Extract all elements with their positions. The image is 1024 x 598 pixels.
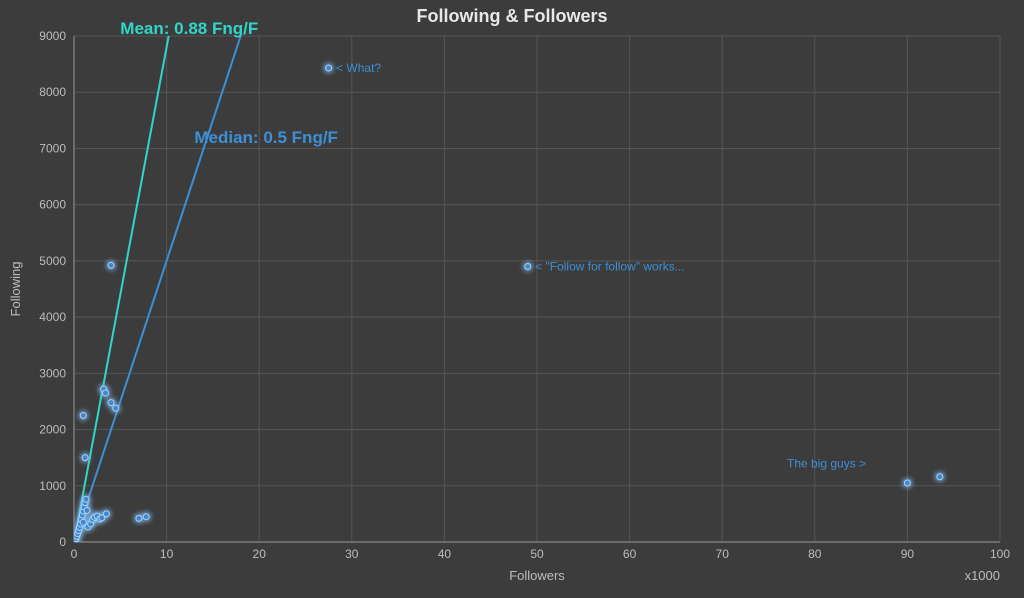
x-tick-label: 10	[160, 547, 174, 561]
y-tick-label: 3000	[39, 366, 66, 380]
data-point	[904, 480, 910, 486]
y-tick-label: 9000	[39, 29, 66, 43]
x-tick-label: 90	[901, 547, 915, 561]
annot-follow: < "Follow for follow" works...	[535, 260, 685, 274]
data-point	[525, 264, 531, 270]
y-tick-label: 0	[59, 535, 66, 549]
scatter-chart: 0102030405060708090100010002000300040005…	[0, 0, 1024, 598]
x-scale-note: x1000	[965, 568, 1000, 583]
data-point	[84, 508, 90, 514]
data-point	[80, 413, 86, 419]
data-point	[143, 514, 149, 520]
y-tick-label: 1000	[39, 479, 66, 493]
data-point	[82, 455, 88, 461]
x-tick-label: 100	[990, 547, 1010, 561]
y-axis-label: Following	[8, 262, 23, 317]
data-point	[937, 474, 943, 480]
data-point	[102, 390, 108, 396]
x-axis-label: Followers	[509, 568, 565, 583]
y-tick-label: 7000	[39, 141, 66, 155]
data-point	[103, 511, 109, 517]
data-point	[83, 496, 89, 502]
y-tick-label: 5000	[39, 254, 66, 268]
y-tick-label: 4000	[39, 310, 66, 324]
annot-bigguys: The big guys >	[787, 456, 866, 470]
x-tick-label: 60	[623, 547, 637, 561]
data-point	[108, 262, 114, 268]
y-tick-label: 2000	[39, 423, 66, 437]
x-tick-label: 40	[438, 547, 452, 561]
data-point	[113, 405, 119, 411]
mean-line-label: Mean: 0.88 Fng/F	[120, 19, 258, 38]
y-tick-label: 6000	[39, 198, 66, 212]
x-tick-label: 30	[345, 547, 359, 561]
data-point	[108, 400, 114, 406]
y-tick-label: 8000	[39, 85, 66, 99]
x-tick-label: 0	[71, 547, 78, 561]
chart-svg: 0102030405060708090100010002000300040005…	[0, 0, 1024, 598]
x-tick-label: 20	[253, 547, 267, 561]
annot-what: < What?	[336, 61, 381, 75]
x-tick-label: 70	[716, 547, 730, 561]
x-tick-label: 50	[530, 547, 544, 561]
x-tick-label: 80	[808, 547, 822, 561]
median-line-label: Median: 0.5 Fng/F	[194, 128, 338, 147]
data-point	[326, 65, 332, 71]
chart-title: Following & Followers	[417, 6, 608, 26]
data-point	[136, 515, 142, 521]
